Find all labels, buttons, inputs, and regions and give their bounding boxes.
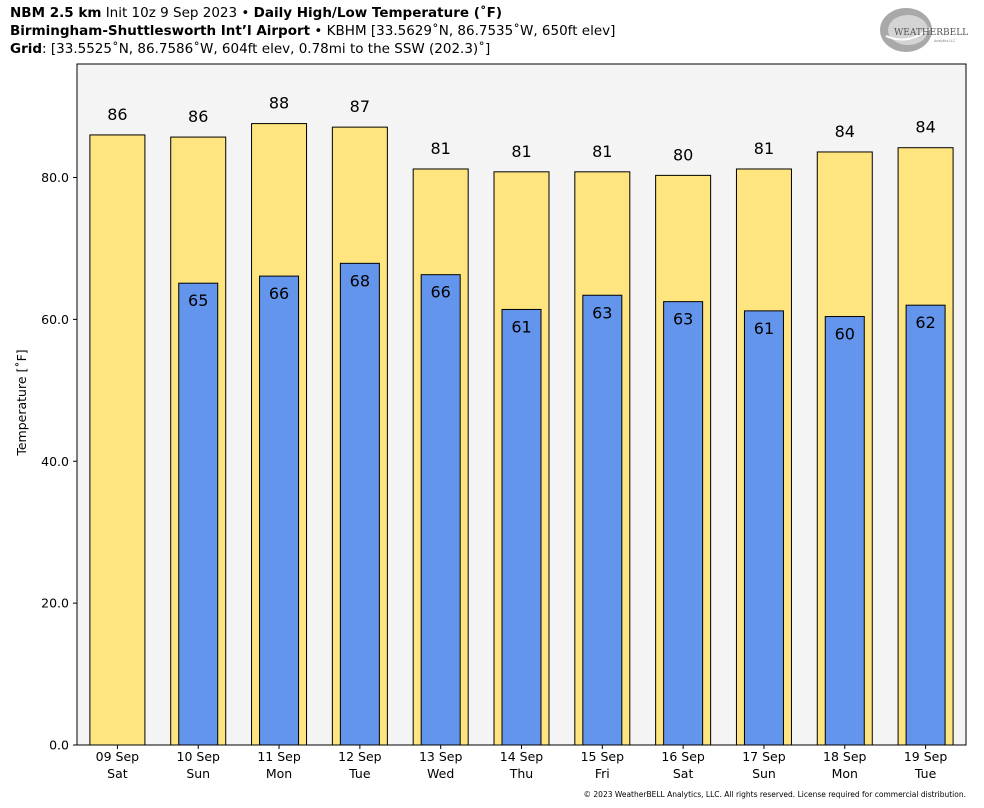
x-tick-label-day: Tue: [348, 766, 371, 781]
init-time: Init 10z 9 Sep 2023: [105, 5, 238, 21]
title-line-3: Grid: [33.5525˚N, 86.7586˚W, 604ft elev,…: [10, 41, 490, 58]
low-value-label: 68: [350, 271, 370, 290]
high-value-label: 81: [754, 139, 774, 158]
low-bar: [663, 301, 704, 746]
x-tick-label-date: 16 Sep: [661, 749, 705, 764]
low-value-label: 63: [592, 303, 612, 322]
low-value-label: 60: [835, 325, 855, 344]
low-bar: [178, 282, 219, 746]
y-tick-label: 20.0: [41, 596, 69, 611]
high-value-label: 86: [107, 105, 127, 124]
y-tick-label: 80.0: [41, 170, 69, 185]
high-value-label: 84: [835, 122, 855, 141]
x-tick-label-date: 18 Sep: [823, 749, 867, 764]
x-tick-label-day: Sat: [673, 766, 694, 781]
x-tick-label-date: 10 Sep: [177, 749, 221, 764]
low-bar: [824, 316, 865, 746]
low-bar: [582, 294, 623, 746]
x-tick-label-day: Tue: [914, 766, 937, 781]
station-name: Birmingham-Shuttlesworth Int’l Airport: [10, 23, 311, 39]
y-tick-label: 0.0: [49, 738, 69, 753]
high-value-label: 81: [431, 139, 451, 158]
x-tick-label-date: 09 Sep: [96, 749, 140, 764]
weatherbell-logo: WEATHERBELL Analytics LLC: [880, 8, 968, 52]
low-value-label: 62: [915, 313, 935, 332]
grid-info: : [33.5525˚N, 86.7586˚W, 604ft elev, 0.7…: [42, 41, 491, 57]
y-axis-label: Temperature [˚F]: [14, 349, 29, 456]
grid-label: Grid: [10, 41, 43, 57]
low-bar: [743, 310, 784, 746]
x-tick-label-day: Wed: [427, 766, 454, 781]
bullet: •: [241, 5, 250, 21]
low-value-label: 66: [431, 283, 451, 302]
x-tick-label-date: 14 Sep: [500, 749, 544, 764]
low-value-label: 61: [754, 319, 774, 338]
low-value-label: 63: [673, 310, 693, 329]
high-value-label: 81: [592, 142, 612, 161]
logo-subtext: Analytics LLC: [934, 39, 956, 43]
x-tick-label-day: Fri: [595, 766, 610, 781]
x-tick-label-date: 12 Sep: [338, 749, 382, 764]
high-bar: [89, 134, 146, 746]
low-value-label: 66: [269, 284, 289, 303]
y-tick-label: 60.0: [41, 312, 69, 327]
station-info: KBHM [33.5629˚N, 86.7535˚W, 650ft elev]: [326, 23, 616, 39]
low-value-label: 65: [188, 291, 208, 310]
low-bar: [905, 304, 946, 746]
x-tick-label-date: 19 Sep: [904, 749, 948, 764]
low-bar: [339, 262, 380, 746]
high-value-label: 80: [673, 145, 693, 164]
model-name: NBM 2.5 km: [10, 5, 102, 21]
x-tick-label-day: Thu: [509, 766, 533, 781]
x-tick-label-date: 13 Sep: [419, 749, 463, 764]
high-value-label: 88: [269, 94, 289, 113]
high-value-label: 84: [915, 118, 935, 137]
high-value-label: 86: [188, 107, 208, 126]
copyright-footer: © 2023 WeatherBELL Analytics, LLC. All r…: [583, 790, 966, 799]
title-line-1: NBM 2.5 km Init 10z 9 Sep 2023 • Daily H…: [10, 5, 502, 22]
y-tick-label: 40.0: [41, 454, 69, 469]
title-line-2: Birmingham-Shuttlesworth Int’l Airport •…: [10, 23, 615, 40]
x-tick-label-day: Mon: [832, 766, 858, 781]
high-value-label: 81: [511, 142, 531, 161]
x-tick-label-date: 15 Sep: [581, 749, 625, 764]
plot-frame: [76, 63, 967, 746]
x-tick-label-date: 17 Sep: [742, 749, 786, 764]
low-bar: [420, 274, 461, 746]
high-value-label: 87: [350, 97, 370, 116]
bullet: •: [314, 23, 323, 39]
low-bar: [501, 308, 542, 746]
low-bar: [259, 275, 300, 746]
x-tick-label-day: Mon: [266, 766, 292, 781]
x-tick-label-day: Sun: [186, 766, 210, 781]
low-value-label: 61: [511, 317, 531, 336]
x-tick-label-day: Sat: [107, 766, 128, 781]
x-tick-label-day: Sun: [752, 766, 776, 781]
logo-text: WEATHERBELL: [894, 28, 968, 38]
x-tick-label-date: 11 Sep: [257, 749, 301, 764]
product-name: Daily High/Low Temperature (˚F): [253, 5, 503, 21]
